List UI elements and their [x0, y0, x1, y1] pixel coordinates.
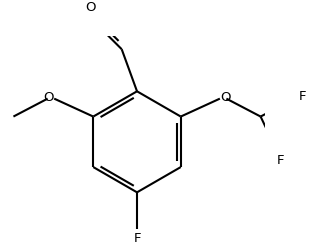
Text: F: F [298, 90, 306, 103]
Text: F: F [277, 154, 285, 167]
Text: O: O [85, 1, 95, 14]
Text: O: O [220, 91, 231, 103]
Text: F: F [133, 232, 141, 245]
Text: O: O [43, 91, 54, 103]
